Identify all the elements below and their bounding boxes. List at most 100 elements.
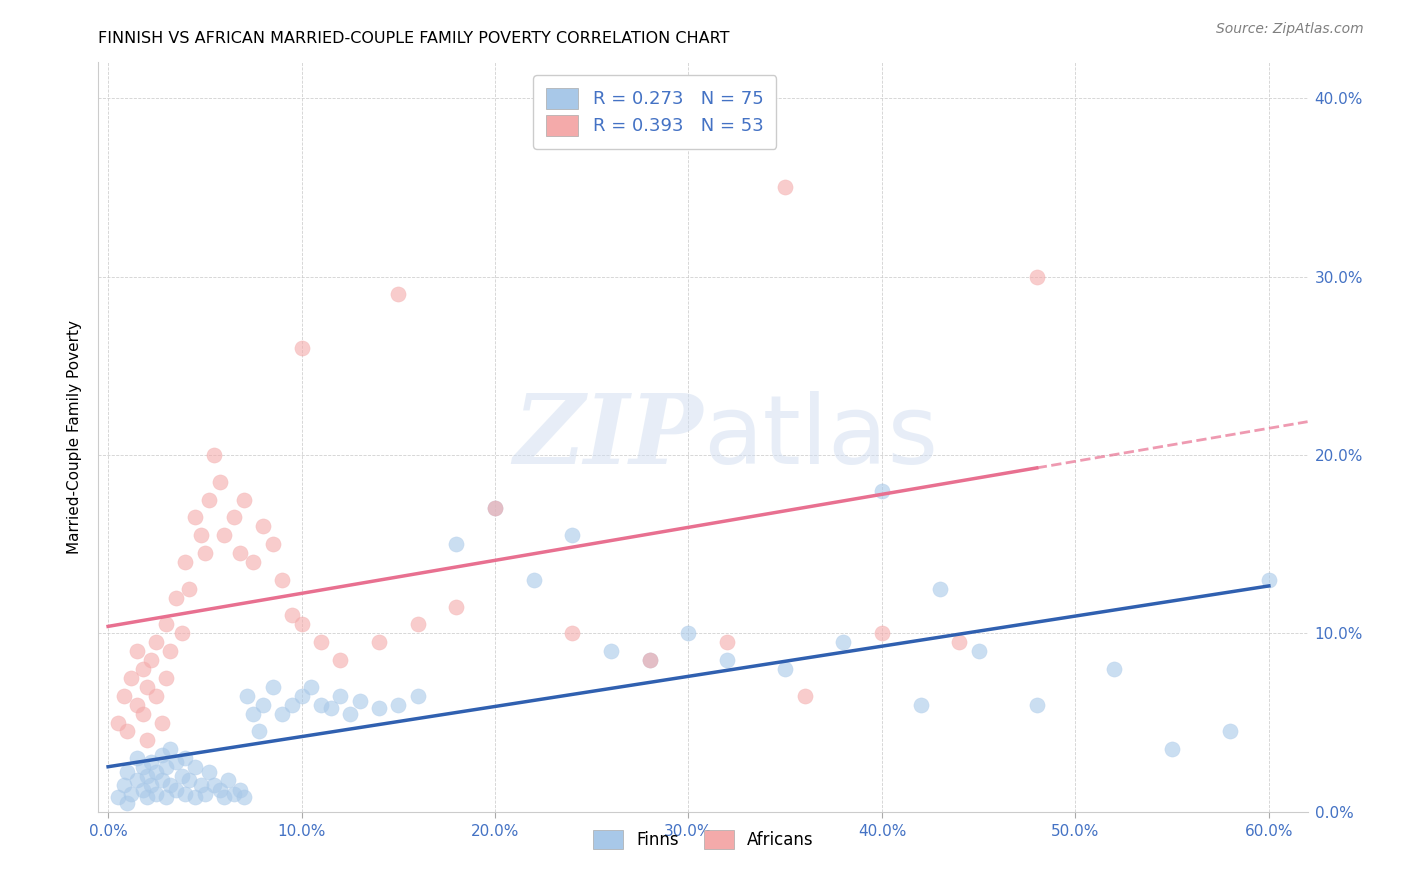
Point bbox=[252, 698, 274, 712]
Point bbox=[793, 689, 815, 703]
Point bbox=[339, 706, 361, 721]
Point bbox=[135, 680, 157, 694]
Point bbox=[155, 790, 177, 805]
Point bbox=[159, 644, 181, 658]
Point bbox=[155, 617, 177, 632]
Point bbox=[127, 698, 149, 712]
Point bbox=[117, 796, 139, 810]
Point bbox=[204, 778, 226, 792]
Point bbox=[281, 608, 304, 623]
Point bbox=[1219, 724, 1241, 739]
Point bbox=[290, 341, 312, 355]
Point bbox=[638, 653, 661, 667]
Point bbox=[1161, 742, 1184, 756]
Point bbox=[190, 528, 212, 542]
Point bbox=[145, 689, 167, 703]
Point bbox=[135, 733, 157, 747]
Point bbox=[319, 701, 342, 715]
Point bbox=[309, 698, 332, 712]
Point bbox=[368, 701, 391, 715]
Point bbox=[236, 689, 259, 703]
Text: ZIP: ZIP bbox=[513, 390, 703, 484]
Point bbox=[870, 483, 893, 498]
Point bbox=[1257, 573, 1279, 587]
Point bbox=[387, 287, 409, 301]
Point bbox=[184, 790, 207, 805]
Point bbox=[217, 772, 239, 787]
Point bbox=[107, 715, 129, 730]
Point bbox=[299, 680, 322, 694]
Point bbox=[290, 689, 312, 703]
Point bbox=[232, 492, 254, 507]
Point bbox=[150, 772, 173, 787]
Point bbox=[135, 790, 157, 805]
Point bbox=[204, 448, 226, 462]
Point bbox=[329, 689, 352, 703]
Point bbox=[170, 626, 193, 640]
Legend: Finns, Africans: Finns, Africans bbox=[586, 823, 820, 855]
Point bbox=[271, 706, 294, 721]
Point bbox=[112, 778, 135, 792]
Point bbox=[174, 751, 197, 765]
Point bbox=[165, 591, 187, 605]
Point bbox=[155, 671, 177, 685]
Point bbox=[446, 599, 468, 614]
Point bbox=[174, 555, 197, 569]
Point bbox=[212, 790, 235, 805]
Point bbox=[132, 783, 155, 797]
Point bbox=[184, 760, 207, 774]
Point bbox=[194, 546, 217, 560]
Point bbox=[967, 644, 990, 658]
Point bbox=[145, 787, 167, 801]
Text: Source: ZipAtlas.com: Source: ZipAtlas.com bbox=[1216, 22, 1364, 37]
Point bbox=[638, 653, 661, 667]
Point bbox=[716, 653, 738, 667]
Point bbox=[145, 765, 167, 780]
Point bbox=[910, 698, 932, 712]
Point bbox=[716, 635, 738, 649]
Point bbox=[329, 653, 352, 667]
Point bbox=[870, 626, 893, 640]
Point bbox=[132, 662, 155, 676]
Point bbox=[190, 778, 212, 792]
Point bbox=[132, 706, 155, 721]
Point bbox=[197, 492, 219, 507]
Point bbox=[484, 501, 506, 516]
Point bbox=[170, 769, 193, 783]
Point bbox=[165, 755, 187, 769]
Point bbox=[773, 180, 796, 194]
Point bbox=[139, 755, 162, 769]
Point bbox=[1025, 269, 1047, 284]
Point bbox=[132, 760, 155, 774]
Point bbox=[309, 635, 332, 649]
Point bbox=[281, 698, 304, 712]
Point bbox=[117, 765, 139, 780]
Point bbox=[446, 537, 468, 551]
Point bbox=[228, 546, 250, 560]
Point bbox=[159, 742, 181, 756]
Point bbox=[387, 698, 409, 712]
Point bbox=[159, 778, 181, 792]
Point bbox=[271, 573, 294, 587]
Point bbox=[600, 644, 623, 658]
Point bbox=[242, 706, 264, 721]
Point bbox=[228, 783, 250, 797]
Point bbox=[139, 653, 162, 667]
Point bbox=[678, 626, 700, 640]
Point bbox=[120, 671, 142, 685]
Point bbox=[117, 724, 139, 739]
Point bbox=[145, 635, 167, 649]
Point bbox=[127, 772, 149, 787]
Point bbox=[179, 772, 201, 787]
Point bbox=[209, 475, 232, 489]
Point bbox=[165, 783, 187, 797]
Point bbox=[155, 760, 177, 774]
Point bbox=[232, 790, 254, 805]
Point bbox=[112, 689, 135, 703]
Point bbox=[561, 626, 583, 640]
Point bbox=[120, 787, 142, 801]
Point bbox=[222, 787, 245, 801]
Point bbox=[150, 715, 173, 730]
Point bbox=[179, 582, 201, 596]
Point bbox=[209, 783, 232, 797]
